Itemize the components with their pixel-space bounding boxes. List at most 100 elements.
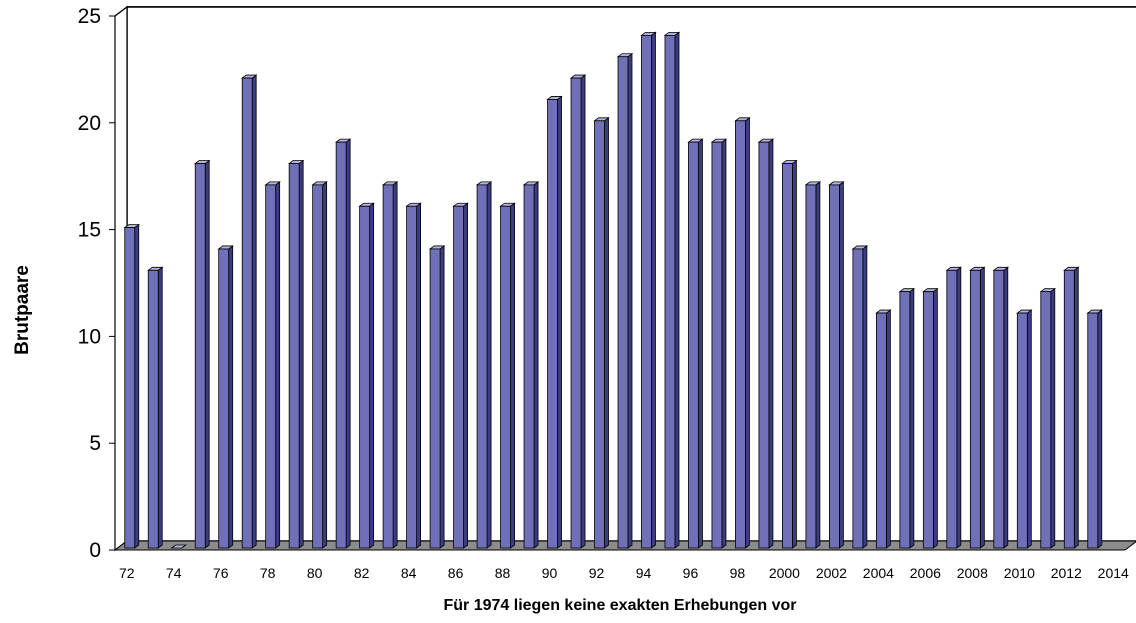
- bar: [123, 223, 140, 549]
- bar-side: [416, 202, 422, 549]
- bar-side: [1050, 287, 1056, 549]
- bar: [640, 31, 657, 549]
- bar-front: [805, 184, 817, 549]
- bar-front: [218, 248, 230, 549]
- bar-series: [123, 31, 1103, 549]
- bar: [405, 202, 422, 549]
- bar-top: [170, 544, 187, 549]
- bar-front: [641, 34, 652, 549]
- bar: [663, 31, 681, 549]
- bar: [969, 266, 986, 549]
- bar: [334, 138, 352, 549]
- bar: [147, 266, 164, 549]
- bar: [710, 138, 728, 549]
- bar-front: [359, 205, 371, 549]
- x-tick-label: 94: [636, 565, 652, 581]
- bar-side: [979, 266, 985, 549]
- bar-side: [463, 202, 468, 549]
- x-axis-ticks: 72 74 76 78 80 82 84 86 88 90 92 94 96 98 2000 2002 2004…: [119, 565, 1129, 581]
- bar-side: [580, 74, 586, 549]
- bar-side: [345, 138, 351, 549]
- bar: [616, 52, 634, 549]
- bar: [898, 287, 916, 549]
- x-tick-label: 72: [119, 565, 135, 581]
- bar: [1039, 287, 1056, 549]
- bar: [358, 202, 375, 549]
- bar: [757, 138, 775, 549]
- x-axis-label: Für 1974 liegen keine exakten Erhebungen…: [443, 597, 796, 614]
- bar-front: [852, 248, 864, 549]
- bar-front: [453, 205, 464, 549]
- bar-side: [134, 223, 140, 549]
- bar-front: [335, 141, 347, 549]
- bar-front: [899, 291, 911, 549]
- bar-side: [369, 202, 375, 549]
- bar-front: [594, 120, 605, 549]
- y-axis-ticks: 0 5 10 15 20 25: [78, 5, 115, 562]
- x-tick-label: 2006: [910, 565, 941, 581]
- bar: [194, 159, 211, 549]
- bar-side: [604, 117, 609, 549]
- bar-front: [124, 227, 136, 549]
- x-tick-label: 2008: [957, 565, 988, 581]
- bar-front: [147, 269, 159, 549]
- y-tick-label: 25: [78, 5, 101, 28]
- bar-side: [1097, 309, 1103, 549]
- bar: [1063, 266, 1080, 549]
- x-tick-label: 78: [260, 565, 276, 581]
- x-tick-label: 86: [448, 565, 464, 581]
- x-tick-label: 88: [495, 565, 511, 581]
- bar-side: [815, 181, 821, 549]
- bar-front: [1063, 269, 1075, 549]
- bar-front: [265, 184, 277, 549]
- bar-front: [828, 184, 840, 549]
- bar-front: [406, 205, 418, 549]
- y-axis-label: Brutpaare: [12, 265, 33, 355]
- bar: [522, 181, 540, 549]
- bar-side: [322, 181, 328, 549]
- bar: [804, 181, 822, 549]
- bar: [546, 95, 563, 549]
- bar-side: [909, 287, 915, 549]
- bar-side: [932, 287, 938, 549]
- bar-side: [557, 95, 562, 549]
- y-tick-label: 15: [78, 219, 101, 242]
- bar: [381, 181, 399, 549]
- bar-side: [1026, 309, 1032, 549]
- x-tick-label: 2010: [1004, 565, 1035, 581]
- bar: [875, 309, 892, 549]
- bar-front: [1016, 312, 1028, 549]
- x-tick-label: 2000: [769, 565, 800, 581]
- bar-front: [664, 34, 676, 549]
- bar-front: [875, 312, 887, 549]
- x-tick-label: 98: [730, 565, 746, 581]
- bar-side: [510, 202, 515, 549]
- bar: [475, 181, 493, 549]
- bar-front: [241, 77, 253, 549]
- bar-front: [922, 291, 934, 549]
- y-tick-label: 10: [78, 325, 101, 348]
- bar: [569, 74, 587, 549]
- bar-front: [617, 56, 629, 549]
- bar-side: [439, 245, 445, 549]
- bar-side: [862, 245, 868, 549]
- bar: [170, 544, 187, 549]
- bar-side: [721, 138, 727, 549]
- bar-front: [500, 205, 511, 549]
- bar: [428, 245, 446, 549]
- bar-front: [382, 184, 394, 549]
- bar: [828, 181, 845, 549]
- bar: [992, 266, 1010, 549]
- bar-side: [392, 181, 398, 549]
- bar: [287, 159, 305, 549]
- bar-front: [1040, 291, 1052, 549]
- x-tick-label: 84: [401, 565, 417, 581]
- bar-side: [838, 181, 844, 549]
- bar-front: [946, 269, 958, 549]
- bar-side: [674, 31, 680, 549]
- bar-side: [251, 74, 257, 549]
- bar-side: [157, 266, 163, 549]
- bar-front: [523, 184, 535, 549]
